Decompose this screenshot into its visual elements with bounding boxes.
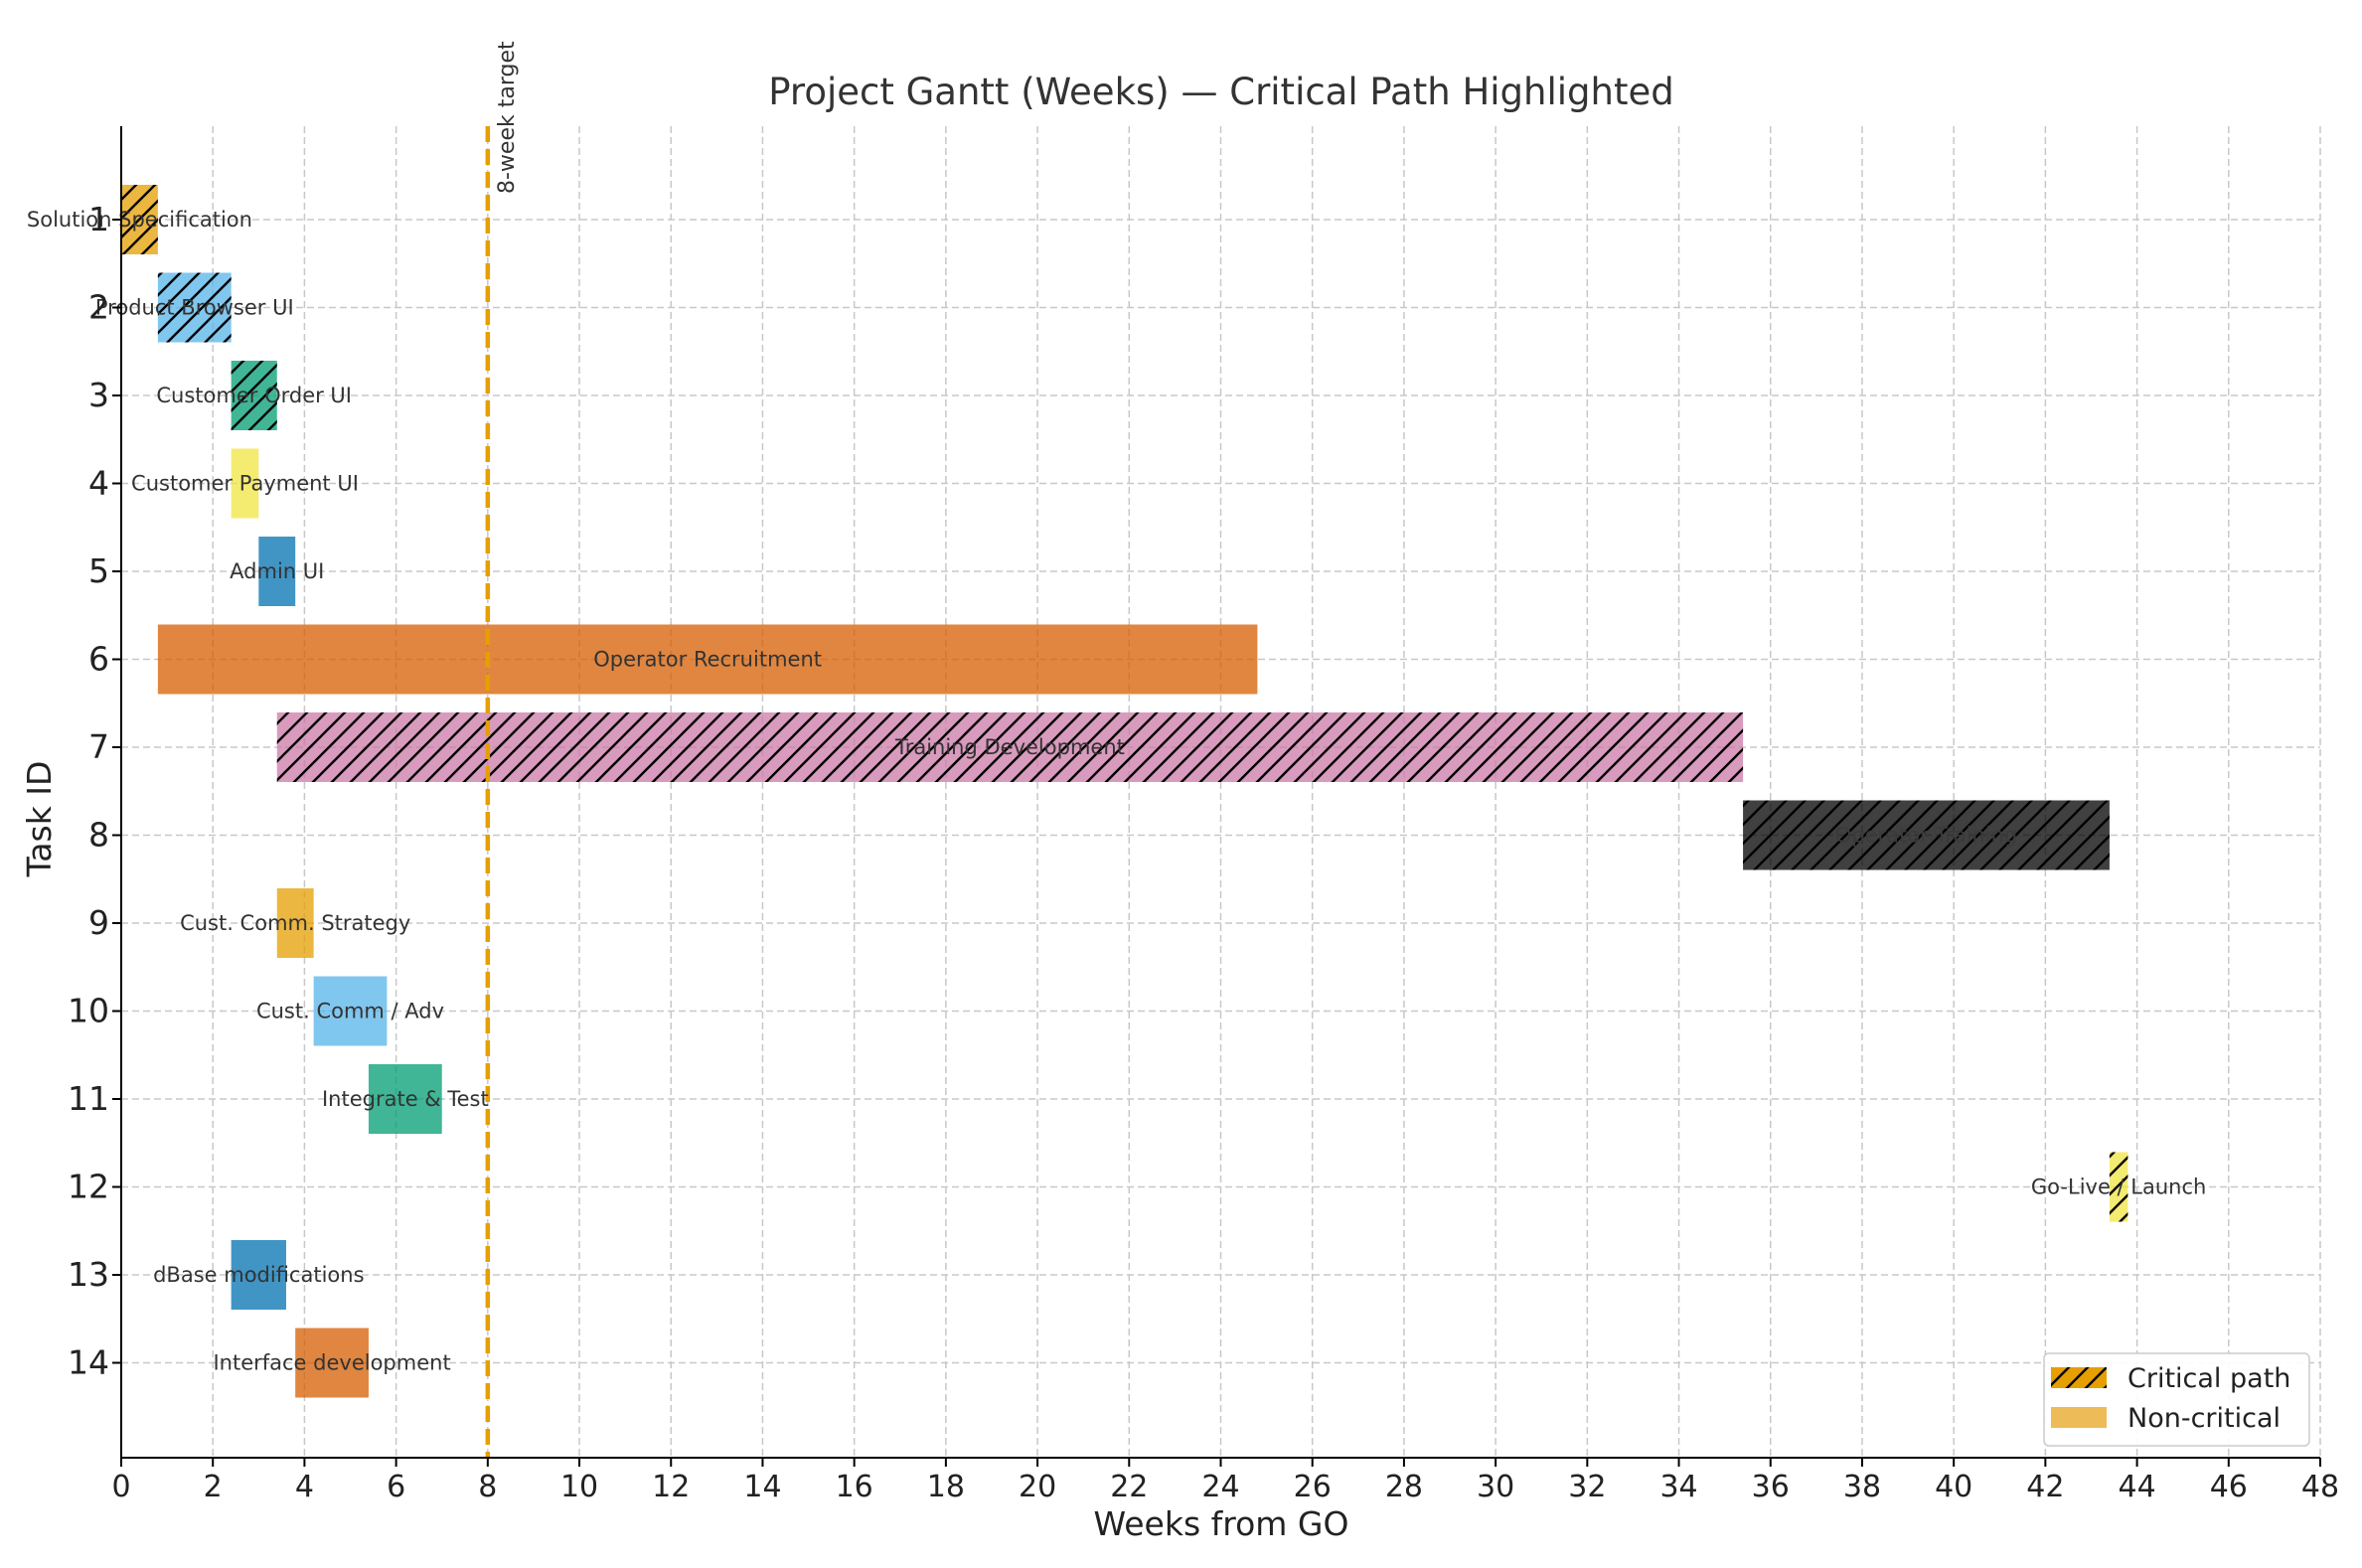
critical-hatch	[276, 712, 1744, 782]
task-label: Operator Training	[1835, 824, 2018, 848]
critical-hatch	[1743, 800, 2110, 870]
task-bar	[258, 537, 296, 606]
x-tick-label: 34	[1659, 1470, 1697, 1504]
x-tick-label: 6	[387, 1470, 405, 1504]
legend-label: Critical path	[2127, 1363, 2290, 1394]
y-tick-label: 6	[88, 640, 109, 679]
y-tick-label: 4	[88, 464, 109, 503]
critical-hatch	[231, 361, 277, 430]
task-bar	[231, 1240, 286, 1310]
legend-swatch-hatch	[2051, 1367, 2107, 1388]
legend-box	[2043, 1352, 2310, 1447]
critical-hatch	[157, 272, 232, 343]
x-tick-label: 44	[2118, 1470, 2155, 1504]
x-tick-label: 2	[204, 1470, 223, 1504]
x-tick-label: 22	[1110, 1470, 1148, 1504]
task-label: Operator Recruitment	[593, 648, 822, 672]
x-tick-label: 30	[1477, 1470, 1514, 1504]
x-tick-label: 46	[2210, 1470, 2248, 1504]
x-tick-label: 20	[1019, 1470, 1056, 1504]
task-label: Product Browser UI	[95, 296, 294, 320]
task-bar	[157, 624, 1258, 695]
x-tick-label: 18	[927, 1470, 965, 1504]
y-tick-label: 2	[88, 288, 109, 327]
critical-hatch	[121, 185, 158, 254]
x-tick-label: 48	[2301, 1470, 2339, 1504]
task-label: Training Development	[894, 735, 1125, 759]
y-tick-label: 7	[88, 727, 109, 766]
task-label: Cust. Comm. Strategy	[180, 911, 410, 935]
legend: Critical path Non-critical	[2043, 1352, 2310, 1447]
task-labels: Solution Specification Product Browser UI…	[27, 208, 2206, 1375]
task-label: Solution Specification	[27, 208, 252, 232]
task-bar	[368, 1064, 442, 1134]
y-tick-label: 1	[88, 200, 109, 238]
target-line-group: 8-week target	[485, 41, 520, 1458]
y-tick-label: 3	[88, 376, 109, 414]
critical-hatch	[2109, 1152, 2128, 1222]
x-tick-label: 28	[1385, 1470, 1423, 1504]
x-tick-label: 8	[478, 1470, 497, 1504]
legend-swatch	[2051, 1407, 2107, 1428]
y-tick-label: 12	[68, 1168, 109, 1206]
grid-lines	[121, 126, 2321, 1458]
chart-title: Project Gantt (Weeks) — Critical Path Hi…	[768, 71, 1673, 113]
target-line-label: 8-week target	[495, 41, 520, 194]
task-label: Go-Live / Launch	[2031, 1176, 2206, 1199]
task-bar	[231, 448, 259, 519]
axes: 0 2 4 6 8 10 12 14 16 18 20 22 24 26 28 30 32 34 36 38 40 42 4…	[68, 126, 2339, 1504]
y-tick-label: 11	[68, 1079, 109, 1118]
y-tick-label: 10	[68, 992, 109, 1030]
task-label: dBase modifications	[153, 1263, 364, 1287]
task-label: Interface development	[213, 1351, 450, 1375]
x-tick-label: 42	[2026, 1470, 2064, 1504]
x-tick-label: 4	[295, 1470, 314, 1504]
task-bar	[295, 1328, 369, 1398]
task-label: Cust. Comm / Adv	[256, 1000, 444, 1023]
task-label: Admin UI	[230, 559, 324, 583]
x-tick-label: 16	[836, 1470, 873, 1504]
x-tick-label: 26	[1294, 1470, 1332, 1504]
task-label: Customer Order UI	[156, 384, 352, 407]
x-tick-label: 38	[1843, 1470, 1881, 1504]
task-bar	[313, 976, 388, 1046]
x-tick-label: 36	[1752, 1470, 1790, 1504]
task-label: Customer Payment UI	[131, 472, 359, 496]
task-bar	[276, 888, 314, 958]
x-tick-label: 14	[743, 1470, 781, 1504]
y-tick-label: 14	[68, 1343, 109, 1382]
x-tick-label: 10	[560, 1470, 598, 1504]
x-axis-label: Weeks from GO	[1094, 1504, 1349, 1543]
x-tick-label: 12	[652, 1470, 690, 1504]
x-tick-label: 32	[1568, 1470, 1606, 1504]
y-tick-label: 8	[88, 816, 109, 855]
y-tick-label: 9	[88, 903, 109, 942]
x-tick-label: 40	[1935, 1470, 1972, 1504]
x-tick-label: 24	[1201, 1470, 1239, 1504]
x-tick-label: 0	[111, 1470, 130, 1504]
y-axis-label: Task ID	[20, 761, 59, 878]
y-tick-label: 13	[68, 1255, 109, 1294]
legend-label: Non-critical	[2127, 1403, 2281, 1434]
task-label: Integrate & Test	[322, 1087, 489, 1111]
task-bars	[121, 185, 2128, 1398]
y-tick-label: 5	[88, 551, 109, 590]
